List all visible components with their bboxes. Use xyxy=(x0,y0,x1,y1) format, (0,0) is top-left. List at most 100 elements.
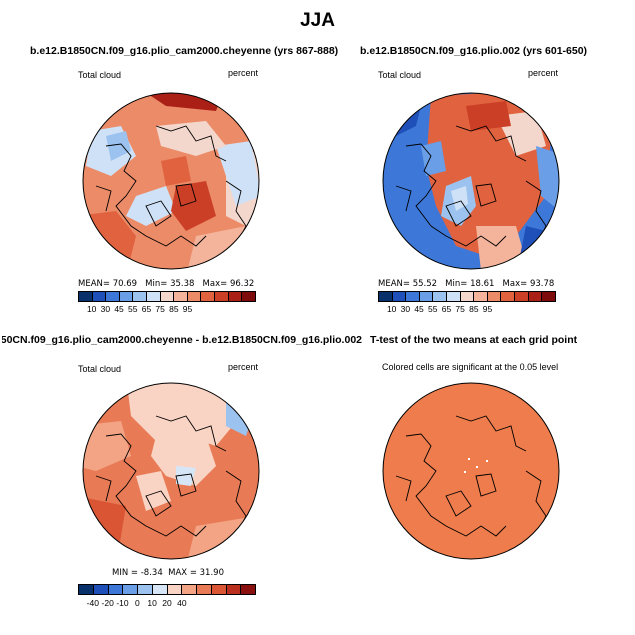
panel-2-max-label: Max= xyxy=(502,279,528,289)
colorbar-swatch xyxy=(187,292,202,301)
colorbar-tick-label: 30 xyxy=(100,304,111,314)
panel-2-units-label: percent xyxy=(528,68,559,78)
panel-3-colorbar-ticks: -40 -20 -10 0 10 20 40 xyxy=(78,598,256,610)
panel-3-variable-label: Total cloud xyxy=(78,364,122,374)
panel-2-title: b.e12.B1850CN.f09_g16.plio.002 (yrs 601-… xyxy=(360,45,588,57)
colorbar-swatch xyxy=(93,585,109,594)
colorbar-swatch xyxy=(241,585,255,594)
panel-2-mean-label: MEAN= xyxy=(378,279,410,289)
colorbar-swatch xyxy=(182,585,197,594)
colorbar-tick-label: 10 xyxy=(386,304,397,314)
panel-3-polar-map xyxy=(82,382,260,560)
panel-1-colorbar xyxy=(78,291,256,302)
panel-1-polar-map xyxy=(82,92,260,270)
colorbar-swatch xyxy=(147,292,161,301)
panel-1-variable-label: Total cloud xyxy=(78,70,122,80)
colorbar-swatch xyxy=(406,292,420,301)
colorbar-tick-label: 75 xyxy=(455,304,465,314)
colorbar-swatch xyxy=(201,292,216,301)
colorbar-swatch xyxy=(228,292,243,301)
colorbar-swatch xyxy=(528,292,543,301)
colorbar-swatch xyxy=(542,292,555,301)
panel-4-subtitle: Colored cells are significant at the 0.0… xyxy=(382,362,559,372)
panel-2-stats: MEAN= 55.52 Min= 18.61 Max= 93.78 xyxy=(378,279,554,289)
colorbar-swatch xyxy=(515,292,529,301)
colorbar-swatch xyxy=(501,292,516,301)
colorbar-swatch xyxy=(242,292,255,301)
colorbar-swatch xyxy=(152,585,168,594)
panel-2-colorbar-ticks: 10 30 45 55 65 75 85 95 xyxy=(378,304,556,316)
panel-2-mean-value: 55.52 xyxy=(412,279,438,289)
panel-1-colorbar-ticks: 10 30 45 55 65 75 85 95 xyxy=(78,304,256,316)
colorbar-tick-label: 75 xyxy=(155,304,165,314)
panel-1-mean-label: MEAN= xyxy=(78,279,110,289)
colorbar-swatch xyxy=(226,585,242,594)
panel-3-colorbar xyxy=(78,584,256,595)
panel-2-min-value: 18.61 xyxy=(470,279,495,289)
colorbar-swatch xyxy=(460,292,475,301)
colorbar-swatch xyxy=(379,292,393,301)
panel-3-units-label: percent xyxy=(228,362,259,372)
colorbar-tick-label: 65 xyxy=(441,304,452,314)
panel-2-variable-label: Total cloud xyxy=(378,70,422,80)
colorbar-tick-label: 45 xyxy=(114,304,124,314)
colorbar-tick-label: 20 xyxy=(162,598,172,608)
panel-2-polar-map xyxy=(382,92,560,270)
colorbar-swatch xyxy=(79,585,94,594)
colorbar-swatch xyxy=(174,292,188,301)
colorbar-swatch xyxy=(433,292,448,301)
colorbar-swatch xyxy=(108,585,124,594)
colorbar-swatch xyxy=(447,292,461,301)
colorbar-tick-label: 10 xyxy=(86,304,97,314)
colorbar-tick-label: 10 xyxy=(147,598,157,608)
colorbar-tick-label: 85 xyxy=(469,304,479,314)
panel-1-min-label: Min= xyxy=(145,279,168,289)
figure-title: JJA xyxy=(300,10,335,31)
colorbar-swatch xyxy=(138,585,153,594)
colorbar-tick-label: -40 xyxy=(86,598,99,608)
panel-4-title: T-test of the two means at each grid poi… xyxy=(370,334,578,346)
colorbar-swatch xyxy=(119,292,134,301)
colorbar-tick-label: 40 xyxy=(177,598,187,608)
colorbar-swatch xyxy=(197,585,212,594)
colorbar-swatch xyxy=(133,292,148,301)
colorbar-swatch xyxy=(167,585,183,594)
colorbar-tick-label: 65 xyxy=(141,304,152,314)
panel-3-max-value: 31.90 xyxy=(199,568,224,578)
panel-1-min-value: 35.38 xyxy=(170,279,195,289)
colorbar-tick-label: 55 xyxy=(428,304,438,314)
panel-2-min-label: Min= xyxy=(445,279,468,289)
colorbar-swatch xyxy=(160,292,175,301)
colorbar-tick-label: 95 xyxy=(482,304,493,314)
panel-1-stats: MEAN= 70.69 Min= 35.38 Max= 96.32 xyxy=(78,279,254,289)
panel-3-min-label: MIN = xyxy=(112,568,139,578)
panel-3-min-value: -8.34 xyxy=(140,568,163,578)
colorbar-swatch xyxy=(474,292,488,301)
colorbar-tick-label: 30 xyxy=(400,304,411,314)
panel-4-polar-map xyxy=(382,382,560,560)
colorbar-tick-label: -10 xyxy=(116,598,129,608)
colorbar-tick-label: 55 xyxy=(128,304,138,314)
colorbar-swatch xyxy=(215,292,229,301)
colorbar-swatch xyxy=(92,292,107,301)
panel-3-stats: MIN = -8.34 MAX = 31.90 xyxy=(112,568,224,578)
colorbar-tick-label: 95 xyxy=(182,304,193,314)
colorbar-swatch xyxy=(79,292,93,301)
colorbar-swatch xyxy=(211,585,227,594)
panel-3-max-label: MAX = xyxy=(168,568,197,578)
colorbar-tick-label: 45 xyxy=(414,304,424,314)
panel-3-title: B1850CN.f09_g16.plio_cam2000.cheyenne - … xyxy=(2,334,362,346)
colorbar-tick-label: 0 xyxy=(134,598,140,608)
panel-1-units-label: percent xyxy=(228,68,259,78)
colorbar-swatch xyxy=(123,585,138,594)
panel-1-mean-value: 70.69 xyxy=(112,279,138,289)
colorbar-swatch xyxy=(106,292,120,301)
panel-1-max-value: 96.32 xyxy=(229,279,255,289)
panel-1-title: b.e12.B1850CN.f09_g16.plio_cam2000.cheye… xyxy=(30,45,339,57)
panel-2-max-value: 93.78 xyxy=(529,279,555,289)
panel-1-max-label: Max= xyxy=(202,279,228,289)
colorbar-tick-label: 85 xyxy=(169,304,179,314)
panel-2-colorbar xyxy=(378,291,556,302)
colorbar-swatch xyxy=(419,292,434,301)
colorbar-swatch xyxy=(487,292,502,301)
